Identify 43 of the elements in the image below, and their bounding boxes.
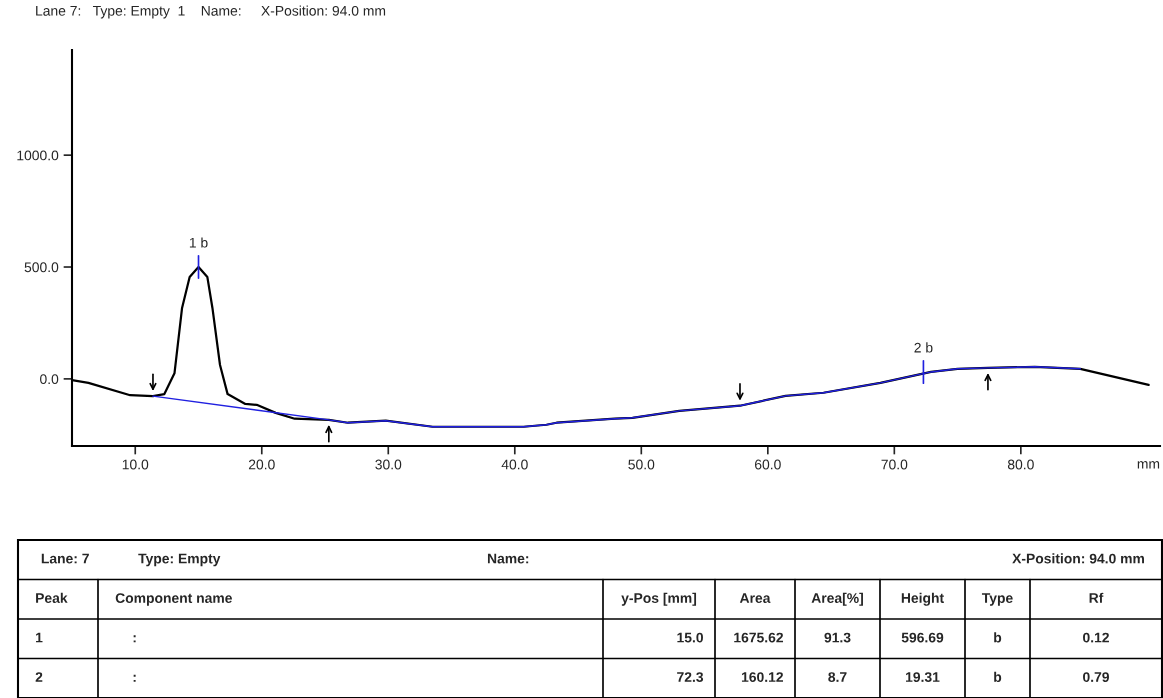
text: 72.3 <box>677 672 704 682</box>
text: Name: <box>487 553 529 564</box>
text: y-Pos [mm] <box>621 592 697 606</box>
y-tick-label: 500.0 <box>24 262 59 273</box>
x-tick-label: 40.0 <box>501 459 528 470</box>
text: Type <box>981 593 1013 606</box>
text: Area[%] <box>811 592 863 606</box>
x-tick-label: 10.0 <box>122 459 149 470</box>
text: 19.31 <box>906 672 940 682</box>
text: Peak <box>36 592 68 603</box>
text: 0.79 <box>1083 672 1109 682</box>
x-tick-label: 50.0 <box>628 459 655 470</box>
chart-title: Lane 7: Type: Empty 1 Name: X-Position: 94.0 mm <box>36 5 386 19</box>
x-tick-label: 30.0 <box>375 459 402 470</box>
text: 596.69 <box>901 632 944 643</box>
text: 91.3 <box>824 632 851 643</box>
annotation: 1 b <box>189 237 208 248</box>
x-tick-label: 60.0 <box>755 459 781 470</box>
text: : <box>133 674 136 682</box>
x-tick-label: 80.0 <box>1007 459 1034 470</box>
y-tick-label: 0.0 <box>40 374 59 385</box>
x-axis-title: mm <box>1137 461 1160 469</box>
text: 1 <box>36 632 43 643</box>
text: Height <box>901 592 944 606</box>
text: b <box>994 671 1002 682</box>
text: 8.7 <box>828 672 847 682</box>
text: : <box>133 635 136 643</box>
x-tick-label: 70.0 <box>881 459 908 470</box>
text: Rf <box>1089 592 1104 603</box>
text: X-Position: 94.0 mm <box>1012 553 1144 564</box>
text: Area <box>739 593 771 603</box>
text: 0.12 <box>1083 632 1109 643</box>
text: Component name <box>115 593 232 606</box>
annotation: 2 b <box>914 342 933 353</box>
text: b <box>994 632 1002 643</box>
text: Type: Empty <box>138 553 221 567</box>
text: Lane: 7 <box>41 553 89 564</box>
text: 160.12 <box>741 672 784 682</box>
text: 1675.62 <box>734 632 784 643</box>
y-tick-label: 1000.0 <box>17 150 59 161</box>
text: 2 <box>35 672 43 682</box>
x-tick-label: 20.0 <box>248 459 275 470</box>
text: 15.0 <box>677 632 703 643</box>
